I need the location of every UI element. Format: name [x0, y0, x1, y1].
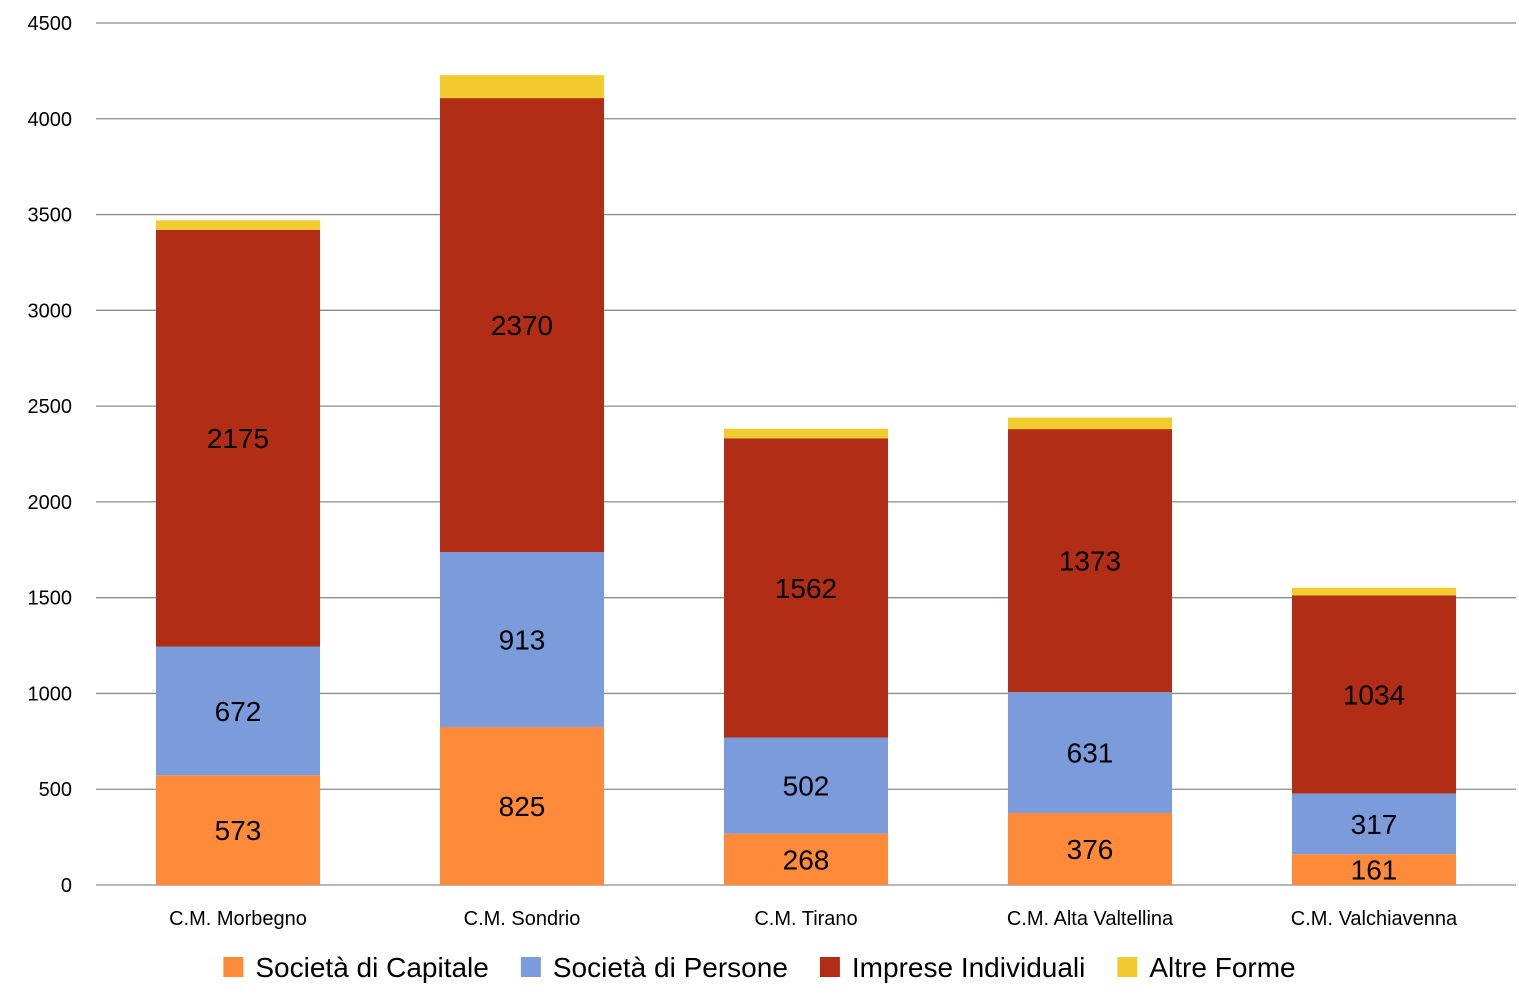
legend-swatch [819, 957, 840, 977]
data-label: 573 [215, 815, 262, 846]
legend-swatch [223, 957, 244, 977]
data-label: 161 [1351, 855, 1398, 886]
y-tick-label: 0 [61, 875, 72, 897]
bar-segment-1-1 [440, 552, 604, 727]
data-label: 1373 [1059, 546, 1121, 577]
bar-segment-0-1 [440, 726, 604, 885]
bar-segment-1-4 [1292, 793, 1456, 855]
y-tick-label: 1000 [28, 683, 73, 705]
legend-swatch [520, 957, 541, 977]
legend-label: Imprese Individuali [852, 952, 1085, 983]
legend-label: Società di Persone [553, 952, 788, 983]
x-tick-label: C.M. Alta Valtellina [1007, 908, 1174, 930]
x-tick-label: C.M. Sondrio [464, 908, 581, 930]
bar-segment-1-3 [1008, 692, 1172, 813]
y-tick-label: 1500 [28, 588, 73, 610]
y-tick-label: 3500 [28, 205, 73, 227]
legend-label: Società di Capitale [255, 952, 488, 983]
data-label: 268 [783, 844, 830, 875]
y-tick-label: 2500 [28, 396, 73, 418]
bar-segment-3-4 [1292, 587, 1456, 596]
data-label: 1562 [775, 573, 837, 604]
bar-segment-0-3 [1008, 812, 1172, 885]
y-axis: 0 500 1000 1500 2000 2500 3000 3500 4000 4500 [28, 13, 73, 897]
data-label: 317 [1351, 809, 1398, 840]
legend-item-2: Imprese Individuali [819, 952, 1085, 983]
legend-swatch [1117, 957, 1138, 977]
data-label: 2175 [207, 423, 269, 454]
data-label: 631 [1067, 738, 1114, 769]
legend: Società di Capitale Società di Persone Imp… [223, 952, 1296, 983]
data-label: 1034 [1343, 679, 1405, 710]
y-tick-label: 3000 [28, 300, 73, 322]
y-tick-label: 500 [39, 779, 72, 801]
y-tick-label: 2000 [28, 492, 73, 514]
bar-segment-2-1 [440, 98, 604, 553]
x-tick-label: C.M. Tirano [754, 908, 857, 930]
legend-item-1: Società di Persone [520, 952, 788, 983]
bar-segment-2-3 [1008, 429, 1172, 693]
bar-segment-3-0 [156, 220, 320, 230]
x-axis: C.M. Morbegno C.M. Sondrio C.M. Tirano C.M.… [169, 908, 1458, 930]
x-tick-label: C.M. Morbegno [169, 908, 307, 930]
bar-segment-3-2 [724, 428, 888, 439]
bar-segment-3-3 [1008, 417, 1172, 430]
bar-segment-2-4 [1292, 595, 1456, 794]
bar-segment-0-2 [724, 833, 888, 885]
bar-segment-3-1 [440, 75, 604, 99]
legend-label: Altre Forme [1149, 952, 1295, 983]
bar-segment-2-2 [724, 438, 888, 738]
data-label: 825 [499, 791, 546, 822]
data-label: 502 [783, 771, 830, 802]
bar-segment-1-2 [724, 737, 888, 834]
legend-item-3: Altre Forme [1117, 952, 1296, 983]
bar-segment-2-0 [156, 229, 320, 647]
bar-segment-0-4 [1292, 854, 1456, 885]
y-tick-label: 4000 [28, 109, 73, 131]
x-tick-label: C.M. Valchiavenna [1291, 908, 1458, 930]
bar-segment-0-0 [156, 775, 320, 885]
data-label: 913 [499, 625, 546, 656]
data-label: 672 [215, 696, 262, 727]
legend-item-0: Società di Capitale [223, 952, 489, 983]
data-label: 2370 [491, 310, 553, 341]
bars: 573 672 2175 825 913 2370 268 502 1562 376 631 1373… [156, 75, 1456, 886]
data-label: 376 [1067, 834, 1114, 865]
y-tick-label: 4500 [28, 13, 73, 35]
bar-segment-1-0 [156, 646, 320, 776]
